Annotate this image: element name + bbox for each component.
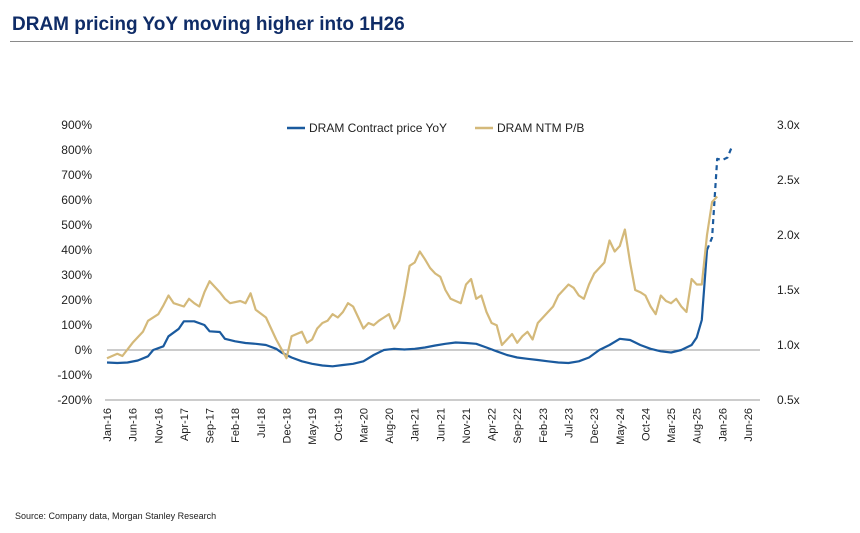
x-tick-label: Sep-17 bbox=[205, 408, 217, 443]
right-tick-label: 1.5x bbox=[777, 283, 800, 297]
x-tick-label: Nov-21 bbox=[461, 408, 473, 443]
legend: DRAM Contract price YoY DRAM NTM P/B bbox=[287, 121, 584, 135]
left-tick-label: 0% bbox=[75, 343, 93, 357]
left-tick-label: 200% bbox=[61, 293, 92, 307]
right-tick-label: 2.0x bbox=[777, 228, 800, 242]
x-tick-label: Apr-22 bbox=[487, 408, 499, 441]
legend-label-ntm-pb: DRAM NTM P/B bbox=[497, 121, 584, 135]
x-tick-label: Apr-17 bbox=[179, 408, 191, 441]
x-tick-label: Aug-25 bbox=[692, 408, 704, 443]
left-tick-label: 600% bbox=[61, 193, 92, 207]
x-axis-tick-labels: Jan-16 Jun-16 Nov-16 Apr-17 Sep-17 Feb-18 Jul-… bbox=[102, 408, 755, 445]
x-tick-label: Aug-20 bbox=[384, 408, 396, 443]
right-axis-tick-labels: 0.5x 1.0x 1.5x 2.0x 2.5x 3.0x bbox=[777, 118, 800, 407]
x-tick-label: Mar-20 bbox=[358, 408, 370, 443]
x-tick-label: Jan-26 bbox=[717, 408, 729, 442]
x-tick-label: Jan-16 bbox=[102, 408, 114, 442]
left-tick-label: -100% bbox=[57, 368, 92, 382]
source-note: Source: Company data, Morgan Stanley Res… bbox=[15, 511, 217, 521]
series-line-0 bbox=[106, 249, 709, 368]
x-tick-label: Jun-21 bbox=[435, 408, 447, 442]
x-tick-label: Dec-18 bbox=[281, 408, 293, 443]
left-tick-label: 900% bbox=[61, 118, 92, 132]
x-tick-label: Jul-18 bbox=[256, 408, 268, 438]
right-tick-label: 2.5x bbox=[777, 173, 800, 187]
x-tick-label: Oct-19 bbox=[333, 408, 345, 441]
legend-label-contract-yoy: DRAM Contract price YoY bbox=[309, 121, 447, 135]
x-tick-label: May-24 bbox=[615, 408, 627, 445]
x-tick-label: Nov-16 bbox=[153, 408, 165, 443]
left-tick-label: 800% bbox=[61, 143, 92, 157]
right-tick-label: 0.5x bbox=[777, 393, 800, 407]
series-layer bbox=[106, 144, 734, 368]
left-tick-label: 400% bbox=[61, 243, 92, 257]
x-tick-label: Jul-23 bbox=[564, 408, 576, 438]
x-tick-label: Feb-23 bbox=[538, 408, 550, 443]
x-tick-label: Oct-24 bbox=[640, 408, 652, 441]
x-tick-label: Sep-22 bbox=[512, 408, 524, 443]
left-tick-label: 100% bbox=[61, 318, 92, 332]
left-tick-label: 500% bbox=[61, 218, 92, 232]
x-tick-label: Jan-21 bbox=[410, 408, 422, 442]
left-tick-label: 300% bbox=[61, 268, 92, 282]
left-tick-label: 700% bbox=[61, 168, 92, 182]
dram-chart: -200% -100% 0% 100% 200% 300% 400% 500% 600% 700%… bbox=[57, 118, 800, 445]
x-tick-label: Jun-26 bbox=[743, 408, 755, 442]
x-tick-label: Feb-18 bbox=[230, 408, 242, 443]
x-tick-label: Dec-23 bbox=[589, 408, 601, 443]
left-axis-tick-labels: -200% -100% 0% 100% 200% 300% 400% 500% 600% 700%… bbox=[57, 118, 92, 407]
x-tick-label: Jun-16 bbox=[128, 408, 140, 442]
right-tick-label: 1.0x bbox=[777, 338, 800, 352]
x-tick-label: May-19 bbox=[307, 408, 319, 445]
right-tick-label: 3.0x bbox=[777, 118, 800, 132]
x-tick-label: Mar-25 bbox=[666, 408, 678, 443]
title-divider bbox=[10, 41, 853, 42]
left-tick-label: -200% bbox=[57, 393, 92, 407]
series-line-2 bbox=[106, 195, 719, 360]
page-title: DRAM pricing YoY moving higher into 1H26 bbox=[12, 14, 405, 35]
series-line-1 bbox=[705, 144, 734, 251]
